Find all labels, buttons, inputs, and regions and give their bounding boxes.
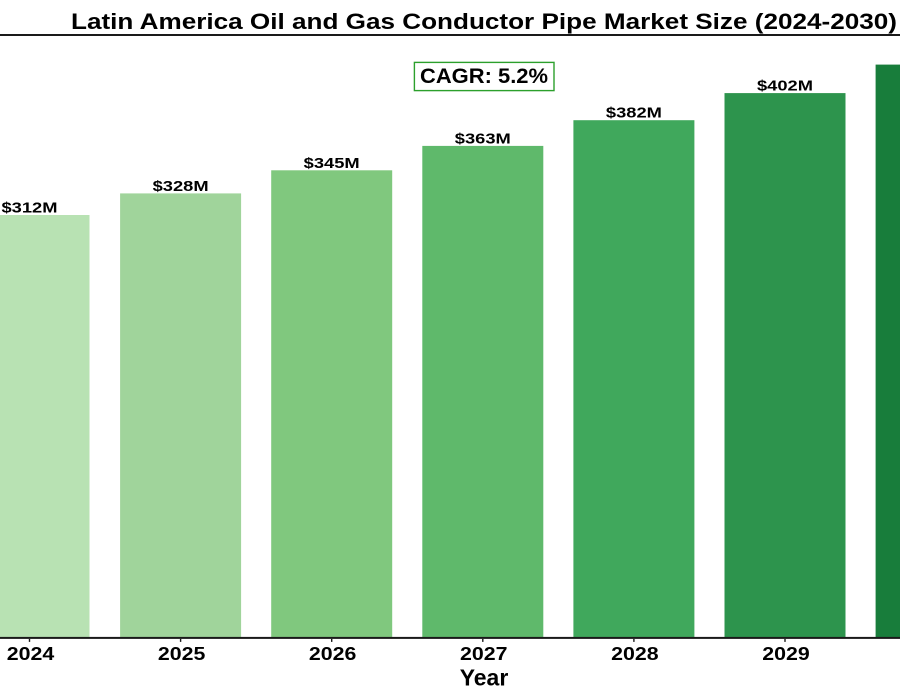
svg-text:2029: 2029	[762, 643, 810, 664]
svg-text:$312M: $312M	[2, 200, 58, 217]
svg-text:$382M: $382M	[606, 105, 662, 122]
svg-text:Year: Year	[460, 665, 509, 691]
svg-text:$328M: $328M	[153, 178, 209, 195]
svg-text:2028: 2028	[611, 643, 659, 664]
svg-text:$402M: $402M	[757, 78, 813, 95]
svg-text:CAGR: 5.2%: CAGR: 5.2%	[420, 64, 548, 88]
svg-text:2024: 2024	[7, 643, 55, 664]
svg-text:2027: 2027	[460, 643, 508, 664]
svg-text:2025: 2025	[158, 643, 206, 664]
svg-text:Latin America Oil and Gas Cond: Latin America Oil and Gas Conductor Pipe…	[71, 9, 897, 34]
svg-text:2026: 2026	[309, 643, 357, 664]
svg-text:$345M: $345M	[304, 155, 360, 172]
svg-text:$363M: $363M	[455, 130, 511, 147]
